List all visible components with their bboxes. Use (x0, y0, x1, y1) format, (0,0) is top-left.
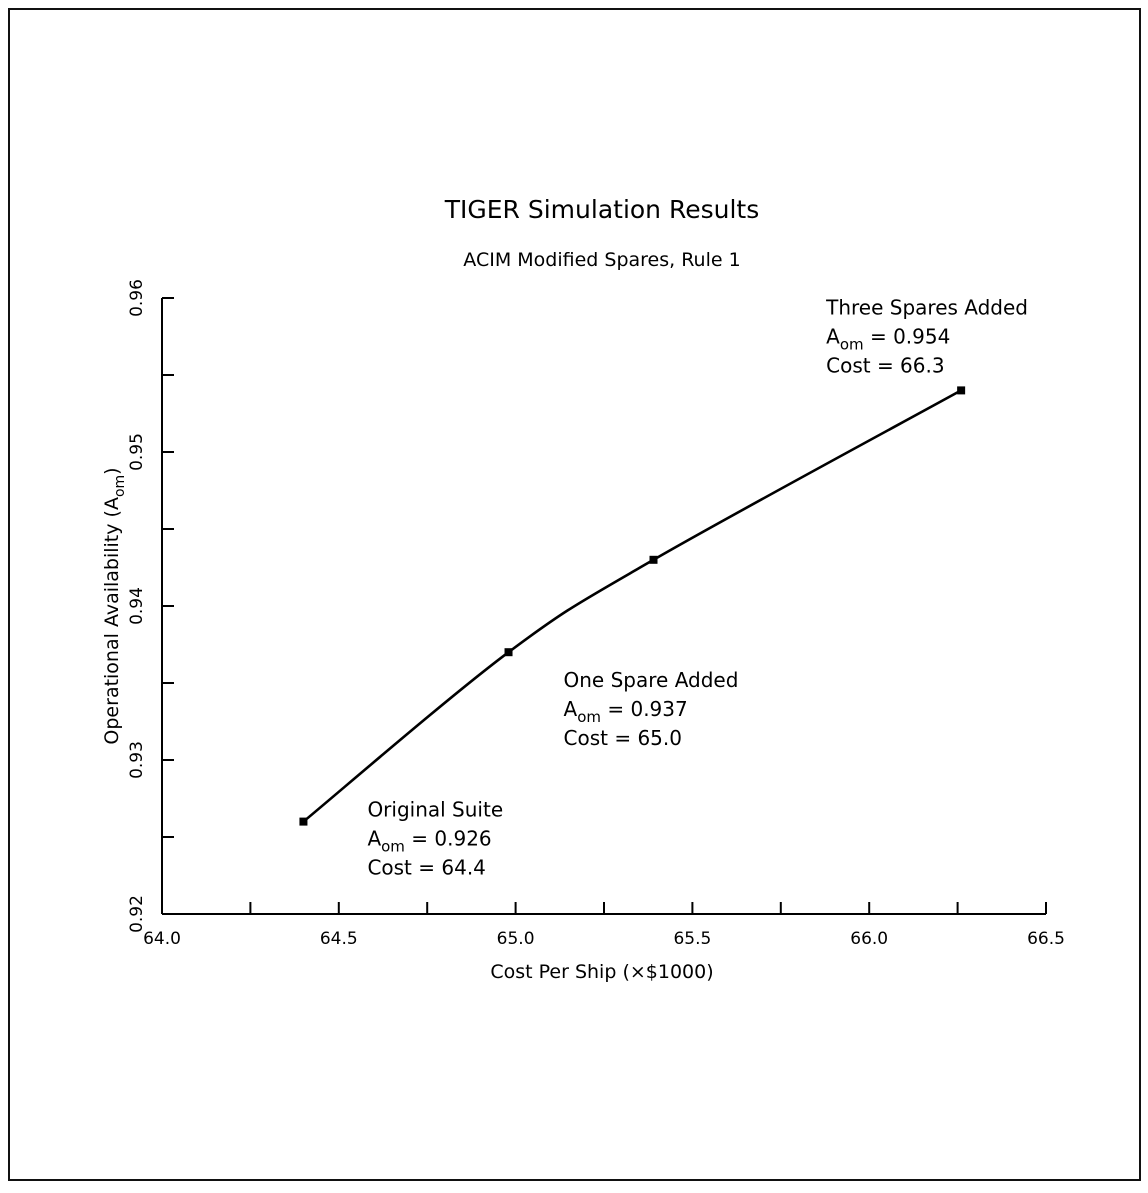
annotation-availability-symbol: A (564, 697, 578, 721)
x-tick-label: 64.0 (143, 929, 181, 949)
annotation-cost: Cost = 65.0 (564, 726, 682, 750)
y-tick-label: 0.96 (127, 279, 147, 317)
annotation-availability: Aom = 0.954 (826, 324, 950, 353)
annotation-title: Three Spares Added (825, 295, 1028, 319)
annotation-availability: Aom = 0.926 (367, 827, 491, 856)
x-ticks: 64.0 64.5 65.0 65.5 66.0 66.5 (143, 902, 1065, 949)
annotation-availability-symbol: A (826, 324, 840, 348)
y-ticks: 0.92 0.93 0.94 0.95 0.96 (127, 279, 174, 933)
y-axis-label-close: ) (101, 467, 123, 474)
series-line (302, 389, 962, 823)
x-axis-label: Cost Per Ship (×$1000) (490, 961, 713, 983)
y-axis-label: Operational Availability (Aom) (101, 467, 128, 744)
annotation-availability-subscript: om (381, 838, 405, 856)
x-tick-label: 64.5 (320, 929, 358, 949)
annotation-availability: Aom = 0.937 (564, 697, 688, 726)
y-tick-label: 0.94 (127, 587, 147, 625)
x-tick-label: 66.5 (1027, 929, 1065, 949)
annotation-availability-value: = 0.926 (405, 827, 492, 851)
y-tick-label: 0.95 (127, 433, 147, 471)
annotation-title: One Spare Added (564, 668, 739, 692)
annotation-title: Original Suite (367, 798, 503, 822)
y-axis-label-subscript: om (112, 475, 128, 497)
y-axis-label-main: Operational Availability (A (101, 497, 123, 745)
y-tick-label: 0.93 (127, 741, 147, 779)
y-tick-label: 0.92 (127, 895, 147, 933)
data-point (957, 386, 966, 395)
data-point (649, 555, 658, 564)
annotation-availability-value: = 0.937 (601, 697, 688, 721)
annotation-availability-value: = 0.954 (864, 324, 951, 348)
data-point (299, 817, 308, 826)
x-tick-label: 65.0 (497, 929, 535, 949)
data-point (504, 648, 513, 657)
annotation-availability-subscript: om (840, 335, 864, 353)
annotation-cost: Cost = 64.4 (367, 856, 485, 880)
annotation-cost: Cost = 66.3 (826, 353, 944, 377)
x-tick-label: 65.5 (673, 929, 711, 949)
x-tick-label: 66.0 (850, 929, 888, 949)
axes (161, 298, 1046, 915)
series-layer (299, 386, 966, 826)
annotation-availability-subscript: om (577, 708, 601, 726)
chart-subtitle: ACIM Modified Spares, Rule 1 (463, 249, 740, 271)
annotation-availability-symbol: A (367, 827, 381, 851)
chart-title: TIGER Simulation Results (444, 195, 760, 224)
figure-frame (8, 8, 1141, 1181)
